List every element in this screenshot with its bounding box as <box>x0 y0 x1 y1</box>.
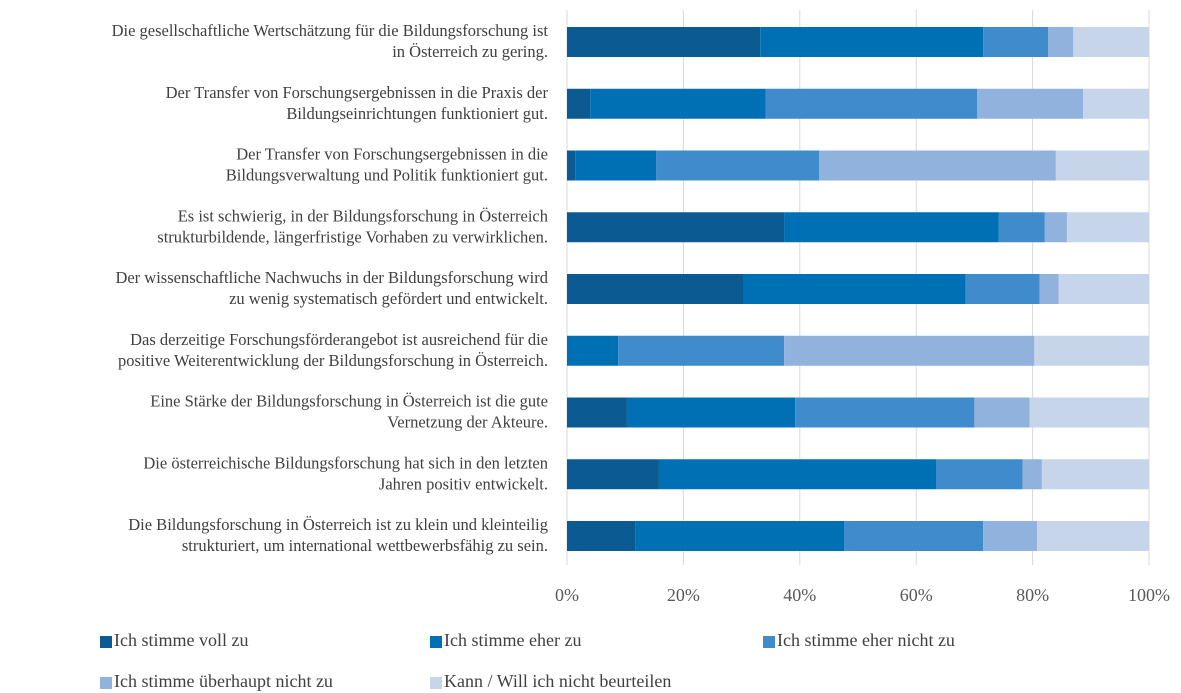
legend-label: Ich stimme voll zu <box>114 630 248 650</box>
category-line: Das derzeitige Forschungsförderangebot i… <box>130 330 548 349</box>
category-line: in Österreich zu gering. <box>392 42 548 61</box>
category-line: strukturbildende, längerfristige Vorhabe… <box>157 227 548 246</box>
x-tick-label: 60% <box>900 585 933 605</box>
bar-segment <box>567 459 659 490</box>
bar-segment <box>626 397 796 428</box>
category-line: strukturiert, um international wettbewer… <box>182 536 548 555</box>
category-line: zu wenig systematisch gefördert und entw… <box>229 289 548 308</box>
x-tick-label: 100% <box>1128 585 1170 605</box>
category-label: Es ist schwierig, in der Bildungsforschu… <box>157 206 548 246</box>
category-line: Der wissenschaftliche Nachwuchs in der B… <box>115 268 548 287</box>
x-tick-label: 0% <box>555 585 579 605</box>
bar-segment <box>590 88 766 119</box>
bar-segment <box>795 397 975 428</box>
bar-segment <box>1022 459 1042 490</box>
category-label: Die gesellschaftliche Wertschätzung für … <box>112 21 549 61</box>
bar-segment <box>575 150 657 181</box>
bar-segment <box>974 397 1030 428</box>
legend-swatch <box>430 636 442 648</box>
bar-segment <box>760 27 984 57</box>
bar-segment <box>1037 521 1149 551</box>
category-line: Es ist schwierig, in der Bildungsforschu… <box>178 206 549 225</box>
legend-swatch <box>100 636 112 648</box>
category-line: Die Bildungsforschung in Österreich ist … <box>128 515 548 534</box>
legend-label: Ich stimme eher zu <box>444 630 581 650</box>
bar-segment <box>567 88 591 119</box>
bar-segment <box>983 27 1049 57</box>
bar-segment <box>656 150 820 181</box>
category-line: Jahren positiv entwickelt. <box>379 474 548 493</box>
bar-segment <box>1083 88 1149 119</box>
category-label: Die Bildungsforschung in Österreich ist … <box>128 515 548 555</box>
legend-label: Ich stimme eher nicht zu <box>777 630 955 650</box>
bar-segment <box>567 335 619 366</box>
bar-segment <box>618 335 785 366</box>
bar-segment <box>784 212 999 243</box>
category-label: Der Transfer von Forschungsergebnissen i… <box>226 144 548 184</box>
bar-segment <box>658 459 936 490</box>
bar-segment <box>977 88 1084 119</box>
category-line: Bildungsverwaltung und Politik funktioni… <box>226 165 548 184</box>
bar-segment <box>1041 459 1149 490</box>
legend-swatch <box>430 677 442 689</box>
bar-segment <box>998 212 1045 243</box>
bar-segment <box>1055 150 1149 181</box>
bar-segment <box>1034 335 1149 366</box>
legend-label: Ich stimme überhaupt nicht zu <box>114 671 333 691</box>
category-line: Die gesellschaftliche Wertschätzung für … <box>112 21 549 40</box>
bar-segment <box>1058 274 1149 304</box>
category-line: Eine Stärke der Bildungsforschung in Öst… <box>150 391 548 410</box>
category-label: Der Transfer von Forschungsergebnissen i… <box>166 83 549 123</box>
bar-segment <box>1039 274 1059 304</box>
bar-segment <box>567 397 627 428</box>
bar-segment <box>983 521 1038 551</box>
bar-segment <box>784 335 1035 366</box>
category-label: Das derzeitige Forschungsförderangebot i… <box>118 330 548 370</box>
category-label: Eine Stärke der Bildungsforschung in Öst… <box>150 391 548 431</box>
category-line: Bildungseinrichtungen funktioniert gut. <box>286 104 548 123</box>
bar-segment <box>567 27 761 57</box>
bar-segment <box>1066 212 1149 243</box>
bar-segment <box>567 521 636 551</box>
bar-segment <box>965 274 1040 304</box>
bar-segment <box>1029 397 1149 428</box>
bar-segment <box>765 88 978 119</box>
bar-segment <box>1048 27 1074 57</box>
category-label: Der wissenschaftliche Nachwuchs in der B… <box>115 268 548 308</box>
bar-segment <box>567 274 744 304</box>
bar-segment <box>935 459 1023 490</box>
category-line: positive Weiterentwicklung der Bildungsf… <box>118 351 548 370</box>
category-line: Die österreichische Bildungsforschung ha… <box>143 453 548 472</box>
category-line: Der Transfer von Forschungsergebnissen i… <box>236 144 548 163</box>
x-tick-label: 20% <box>667 585 700 605</box>
category-line: Der Transfer von Forschungsergebnissen i… <box>166 83 549 102</box>
bar-segment <box>844 521 984 551</box>
x-tick-label: 80% <box>1016 585 1049 605</box>
category-label: Die österreichische Bildungsforschung ha… <box>143 453 548 493</box>
bar-segment <box>567 212 785 243</box>
category-line: Vernetzung der Akteure. <box>387 412 548 431</box>
bar-segment <box>567 150 576 181</box>
bar-segment <box>743 274 966 304</box>
bar-segment <box>1073 27 1149 57</box>
bar-segment <box>819 150 1056 181</box>
legend-swatch <box>100 677 112 689</box>
bar-segment <box>635 521 845 551</box>
x-tick-label: 40% <box>783 585 816 605</box>
bar-segment <box>1044 212 1067 243</box>
legend-label: Kann / Will ich nicht beurteilen <box>444 671 671 691</box>
legend-swatch <box>763 636 775 648</box>
